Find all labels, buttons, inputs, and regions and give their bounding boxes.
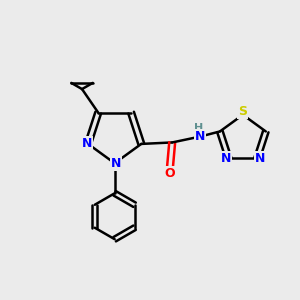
Text: O: O xyxy=(164,167,175,180)
Text: N: N xyxy=(220,152,231,165)
Text: N: N xyxy=(255,152,265,165)
Text: H: H xyxy=(194,123,203,133)
Text: N: N xyxy=(111,157,121,170)
Text: N: N xyxy=(81,137,92,150)
Text: N: N xyxy=(195,130,205,143)
Text: S: S xyxy=(238,105,247,118)
